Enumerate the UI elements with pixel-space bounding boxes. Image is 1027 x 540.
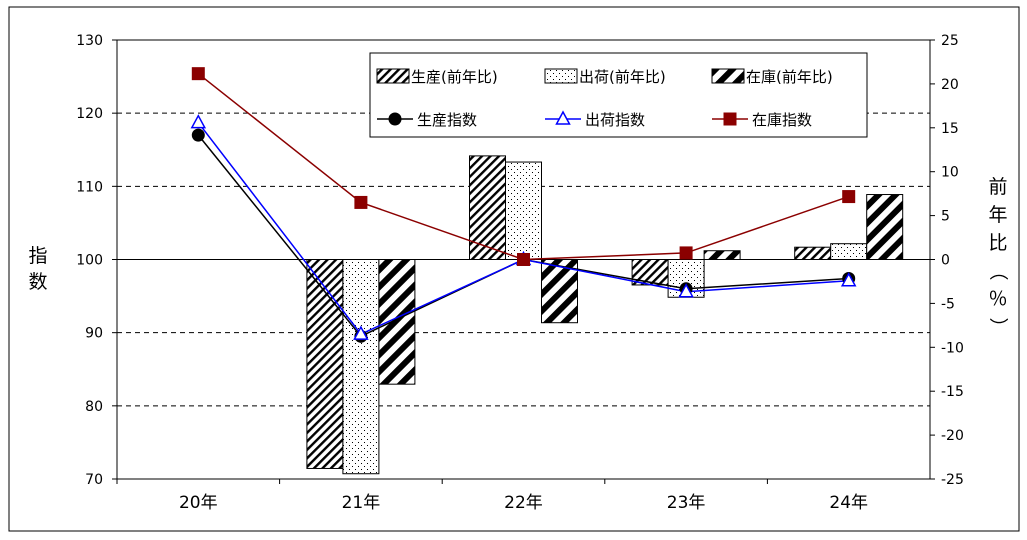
x-axis-category-label: 22年 — [504, 493, 543, 513]
bar-inventory-yoy — [866, 194, 904, 260]
bar-inventory-yoy — [378, 259, 416, 385]
right-axis-tick-label: -15 — [941, 384, 964, 400]
right-axis-tick-label: 25 — [941, 33, 959, 49]
shipment-index-marker — [190, 114, 207, 129]
legend-marker-production-index — [388, 112, 402, 126]
legend-label: 在庫(前年比) — [746, 68, 833, 86]
x-axis-category-label: 23年 — [667, 493, 706, 513]
x-axis-category-label: 20年 — [179, 493, 218, 513]
x-axis-category-label: 24年 — [829, 493, 868, 513]
bar-shipment-yoy — [830, 243, 868, 260]
right-axis-tick-label: -10 — [941, 340, 964, 356]
right-axis-tick-label: -20 — [941, 428, 964, 444]
production-index-marker — [191, 128, 205, 142]
right-axis-title-char: ） — [987, 317, 1009, 336]
legend-label: 出荷指数 — [585, 111, 645, 129]
inventory-index-marker — [517, 253, 530, 266]
right-axis-title-char: ％ — [988, 288, 1007, 310]
legend-swatch-production-yoy — [376, 68, 410, 84]
legend-swatch-shipment-yoy — [544, 68, 578, 84]
bar-production-yoy — [794, 246, 832, 260]
bar-inventory-yoy — [703, 250, 741, 261]
left-axis-tick-label: 80 — [85, 399, 103, 415]
left-axis-tick-label: 120 — [76, 106, 103, 122]
legend-marker-shipment-index — [555, 110, 571, 125]
bar-production-yoy — [306, 259, 344, 469]
bar-shipment-yoy — [342, 259, 380, 475]
legend-label: 生産指数 — [417, 111, 477, 129]
right-axis-tick-label: -25 — [941, 472, 964, 488]
legend-box — [369, 52, 868, 138]
right-axis-tick-label: 15 — [941, 121, 959, 137]
left-axis-tick-label: 90 — [85, 326, 103, 342]
right-axis-title-char: （ — [987, 261, 1009, 280]
left-axis-tick-label: 100 — [76, 253, 103, 269]
bar-production-yoy — [469, 155, 506, 260]
shipment-index-marker — [353, 325, 369, 340]
right-axis-title-char: 年 — [988, 204, 1007, 226]
bar-shipment-yoy — [505, 161, 542, 261]
legend-swatch-inventory-yoy — [711, 68, 745, 84]
x-axis-category-label: 21年 — [342, 493, 381, 513]
shipment-index-marker — [678, 283, 694, 298]
left-axis-tick-label: 70 — [85, 472, 103, 488]
shipment-index-marker — [840, 272, 857, 287]
bar-inventory-yoy — [541, 259, 578, 324]
left-axis-title-char: 数 — [28, 271, 47, 293]
right-axis-tick-label: 10 — [941, 165, 959, 181]
right-axis-title-char: 前 — [988, 176, 1007, 198]
legend-label: 生産(前年比) — [411, 68, 498, 86]
left-axis-tick-label: 130 — [76, 33, 103, 49]
right-axis-tick-label: -5 — [941, 296, 955, 312]
right-axis-tick-label: 0 — [941, 253, 950, 269]
legend-label: 在庫指数 — [752, 111, 812, 129]
bar-production-yoy — [631, 259, 669, 286]
inventory-index-marker — [354, 195, 368, 209]
legend-label: 出荷(前年比) — [579, 68, 666, 86]
legend-marker-inventory-index — [723, 112, 737, 126]
right-axis-tick-label: 5 — [941, 209, 950, 225]
right-axis-title-char: 比 — [988, 232, 1007, 254]
inventory-index-marker — [842, 190, 856, 204]
inventory-index-marker — [191, 67, 205, 81]
right-axis-tick-label: 20 — [941, 77, 959, 93]
left-axis-tick-label: 110 — [76, 179, 103, 195]
left-axis-title-char: 指 — [28, 245, 47, 267]
inventory-index-marker — [679, 246, 693, 260]
